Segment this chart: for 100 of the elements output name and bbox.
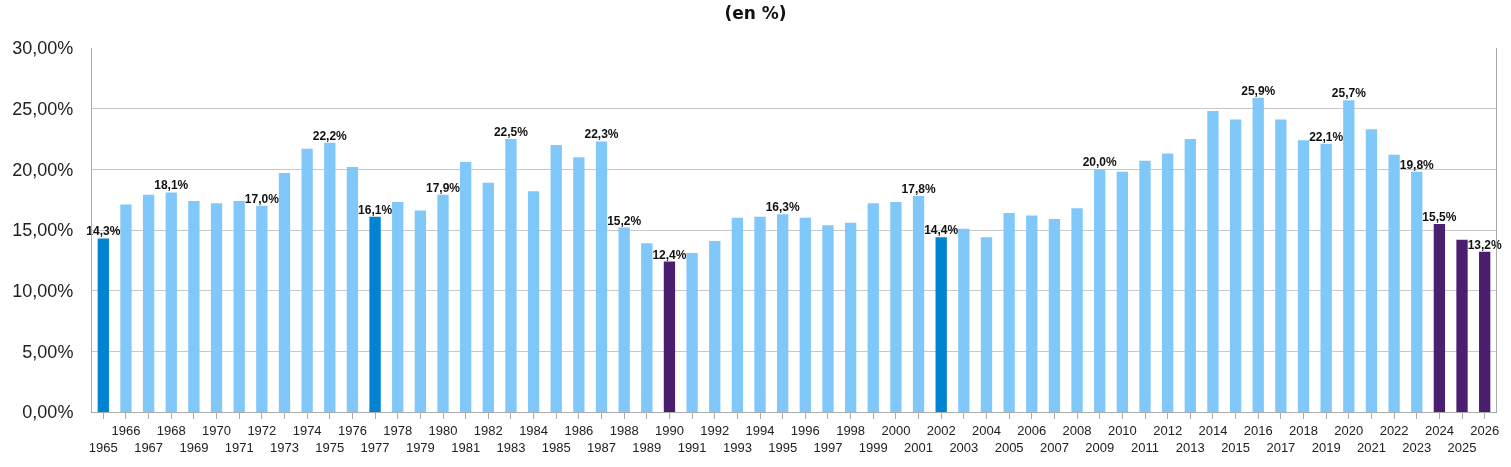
bar [1161,153,1174,412]
x-tick-label: 1983 [496,439,526,455]
y-tick-label: 30,00% [12,38,74,59]
data-label: 15,2% [607,213,642,228]
x-tick-label: 2011 [1131,439,1159,455]
data-label: 13,2% [1467,237,1503,252]
bar [912,196,925,412]
bar [618,227,630,412]
data-label: 17,9% [425,180,461,195]
x-tick-label: 1975 [315,439,345,455]
data-label: 14,3% [86,224,121,239]
bar [1297,140,1310,412]
bar [437,194,449,412]
y-tick-label: 25,00% [12,98,74,119]
x-tick-label: 1976 [337,422,367,438]
x-tick-label: 2001 [904,439,934,455]
x-tick-label: 1972 [247,422,277,438]
bar [1252,97,1264,412]
data-label: 22,3% [584,127,619,142]
bar [1003,213,1015,412]
bar [822,225,834,412]
y-tick-label: 15,00% [12,220,74,241]
data-label: 18,1% [154,178,189,193]
bar [142,194,155,412]
x-tick-label: 2018 [1289,422,1318,438]
x-tick-label: 1968 [156,422,186,438]
data-label: 20,0% [1082,155,1118,170]
x-tick-label: 1966 [111,422,141,438]
x-tick-label: 2023 [1402,439,1432,455]
bar [1320,143,1332,412]
bar [233,200,245,412]
bar [595,141,608,412]
x-tick-label: 2024 [1424,422,1454,438]
x-tick-label: 2006 [1017,422,1047,438]
data-label: 14,4% [924,223,959,238]
bar [1048,219,1061,412]
x-tick-label: 1978 [383,422,413,438]
bar [165,192,177,412]
x-tick-label: 2009 [1085,439,1115,455]
x-tick-label: 1989 [632,439,662,455]
bar [210,203,223,412]
bar [120,204,132,412]
bar [686,253,698,412]
x-tick-label: 2017 [1266,439,1296,455]
x-tick-label: 1995 [768,439,798,455]
data-label: 25,9% [1241,83,1276,98]
bar [505,139,517,412]
bar [414,210,427,412]
x-tick-label: 1986 [564,422,594,438]
bar [188,200,200,412]
x-tick-label: 2007 [1039,439,1069,455]
bar [1207,111,1219,412]
x-tick-label: 1981 [451,439,481,455]
x-tick-label: 1988 [609,422,639,438]
x-tick-label: 1970 [202,422,232,438]
y-tick-label: 20,00% [12,159,74,180]
bar [573,157,585,412]
bar [844,222,857,412]
data-label: 22,1% [1309,129,1344,144]
x-tick-label: 1971 [224,439,254,455]
bar [482,182,494,412]
x-tick-label: 1980 [428,422,458,438]
x-tick-label: 2025 [1447,439,1477,455]
x-tick-label: 2002 [926,422,956,438]
bar [1411,171,1423,412]
x-tick-label: 2000 [881,422,911,438]
bar [1388,154,1400,412]
bar [301,148,313,412]
bar [958,228,970,412]
bar [1184,139,1196,412]
x-tick-label: 1997 [813,439,843,455]
x-tick-label: 1999 [858,439,888,455]
bar [890,202,902,412]
bar [1456,239,1468,412]
bar [1433,223,1446,412]
bar [1229,119,1242,412]
x-tick-label: 2014 [1198,422,1228,438]
bar [799,217,811,412]
x-tick-label: 1991 [677,439,707,455]
x-tick-label: 1984 [519,422,549,438]
bar [1139,160,1151,412]
bar [1479,251,1491,412]
x-tick-label: 2004 [972,422,1001,438]
x-tick-label: 1973 [270,439,299,455]
x-tick-label: 2020 [1334,422,1364,438]
chart-title: (en %) [724,2,787,23]
bar [1071,208,1083,412]
x-tick-label: 1979 [405,439,435,455]
x-tick-label: 1985 [541,439,571,455]
data-label: 17,0% [244,191,280,206]
bar [1275,119,1287,412]
x-tick-label: 2026 [1470,422,1500,438]
bar [980,237,993,412]
bar [1116,171,1129,412]
bar [1094,169,1106,412]
data-label: 17,8% [901,182,936,197]
x-tick-label: 2013 [1175,439,1205,455]
x-tick-label: 1990 [654,422,684,438]
bar [709,240,721,412]
bar [641,243,653,412]
